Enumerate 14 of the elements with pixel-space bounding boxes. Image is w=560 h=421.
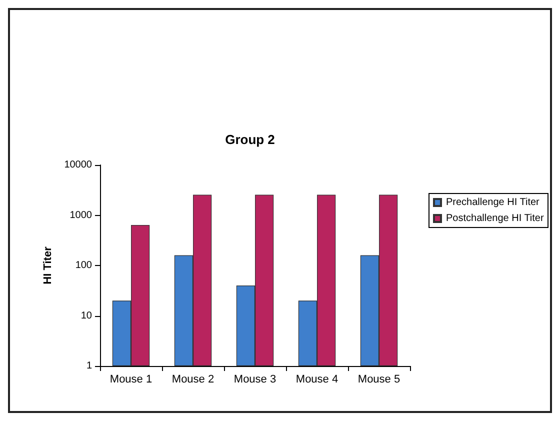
y-tick-label: 1 <box>86 360 92 372</box>
x-tick-label: Mouse 1 <box>110 374 152 386</box>
y-tick-label: 10 <box>80 310 92 322</box>
x-tick-label: Mouse 5 <box>358 374 400 386</box>
chart-title: Group 2 <box>225 132 275 147</box>
y-tick-label: 100 <box>75 260 92 271</box>
x-tick-label: Mouse 2 <box>172 374 214 386</box>
y-tick-label: 1000 <box>70 210 92 221</box>
x-tick-label: Mouse 4 <box>296 374 338 386</box>
legend-label: Prechallenge HI Titer <box>446 197 540 208</box>
x-tick-label: Mouse 3 <box>234 374 276 386</box>
y-axis-title: HI Titer <box>42 246 54 284</box>
y-tick-label: 10000 <box>64 160 92 170</box>
legend-label: Postchallenge HI Titer <box>446 213 544 224</box>
